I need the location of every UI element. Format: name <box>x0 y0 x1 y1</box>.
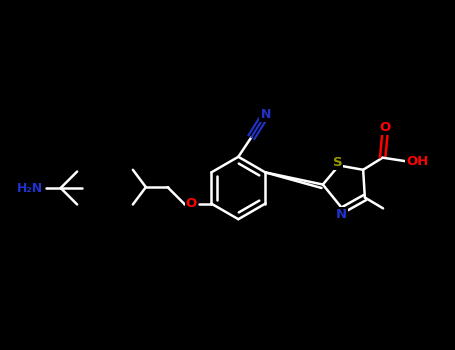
Text: O: O <box>186 197 197 210</box>
Text: N: N <box>335 208 347 221</box>
Text: N: N <box>260 108 271 121</box>
Text: OH: OH <box>406 155 429 168</box>
Text: S: S <box>333 155 342 168</box>
Text: O: O <box>379 121 390 134</box>
Text: H₂N: H₂N <box>17 182 43 195</box>
